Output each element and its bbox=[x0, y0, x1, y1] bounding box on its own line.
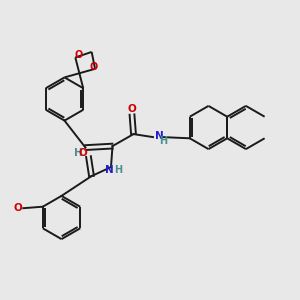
Text: H: H bbox=[74, 148, 82, 158]
Text: O: O bbox=[79, 148, 88, 158]
Text: N: N bbox=[105, 165, 114, 175]
Text: H: H bbox=[114, 165, 123, 175]
Text: O: O bbox=[128, 104, 136, 114]
Text: O: O bbox=[75, 50, 83, 60]
Text: O: O bbox=[89, 62, 98, 72]
Text: N: N bbox=[154, 131, 163, 141]
Text: H: H bbox=[160, 136, 168, 146]
Text: O: O bbox=[14, 203, 22, 213]
